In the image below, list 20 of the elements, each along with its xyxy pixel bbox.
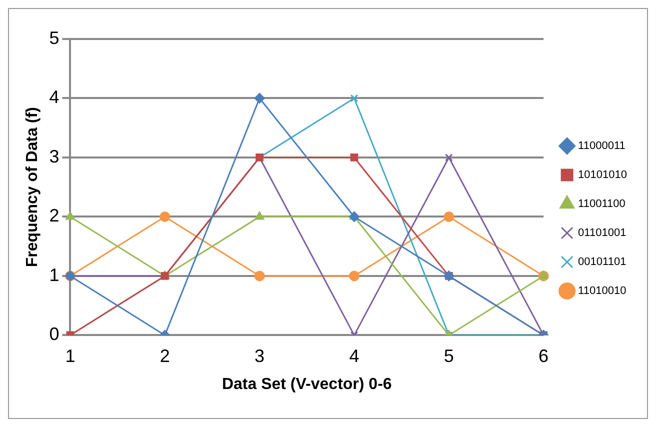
legend-label: 10101010	[578, 169, 628, 182]
y-tick-label: 2	[49, 206, 60, 226]
x-axis-title: Data Set (V-vector) 0-6	[222, 376, 392, 393]
y-tick-label: 1	[49, 264, 60, 285]
x-tick-label: 6	[538, 346, 549, 366]
x-tick-label: 3	[254, 346, 265, 366]
y-tick-label: 5	[49, 28, 60, 48]
legend-label: 11001100	[578, 198, 626, 210]
x-tick-label: 4	[349, 346, 360, 366]
y-tick-label: 3	[49, 146, 60, 166]
y-axis-title: Frequency of Data (f)	[24, 107, 42, 268]
x-tick-label: 5	[444, 346, 454, 366]
legend-label: 01101001	[578, 227, 626, 240]
x-tick-label: 1	[65, 346, 76, 366]
y-tick-label: 4	[49, 87, 60, 108]
legend-label: 11000011	[578, 140, 626, 152]
legend-label: 00101101	[578, 256, 626, 268]
y-tick-label: 0	[49, 324, 60, 344]
x-tick-label: 2	[160, 346, 170, 366]
legend-label: 11010010	[578, 285, 626, 298]
